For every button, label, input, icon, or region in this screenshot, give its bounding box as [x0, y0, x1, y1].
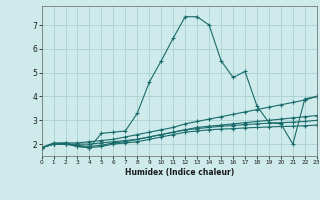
X-axis label: Humidex (Indice chaleur): Humidex (Indice chaleur) — [124, 168, 234, 177]
